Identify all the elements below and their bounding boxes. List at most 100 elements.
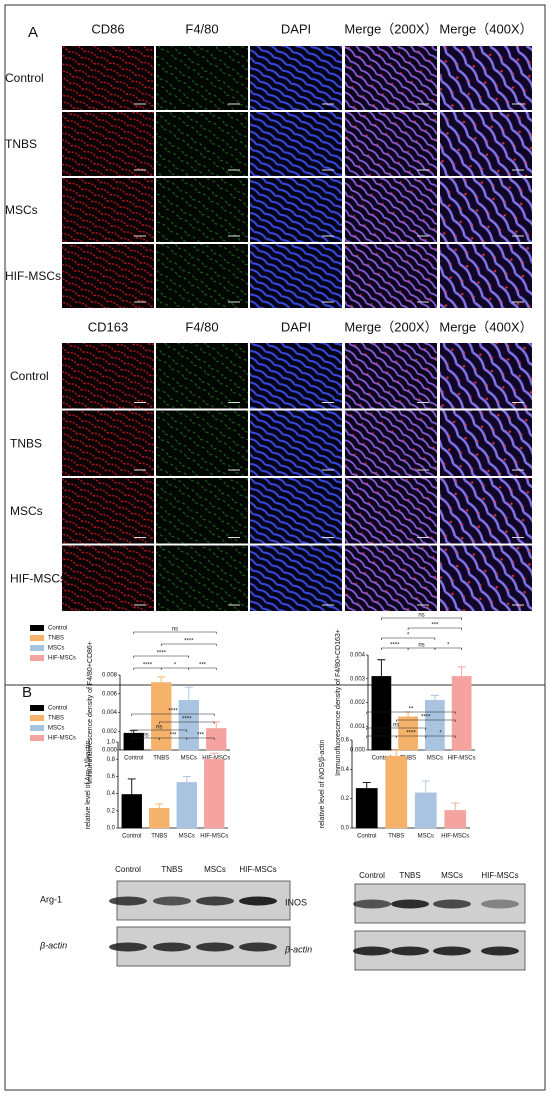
significance-label: * [407,633,410,639]
y-axis-label: relative level of iNOS/β-actin [319,740,326,829]
significance-label: ns [142,733,148,739]
micrograph [250,46,342,110]
micrograph [345,478,437,544]
y-tick-label: 0.002 [102,729,118,735]
bar [355,788,378,829]
y-tick-label: 0.6 [107,774,116,780]
y-tick-label: 0.4 [107,791,116,797]
significance-label: *** [169,733,177,739]
error-bar [392,749,401,757]
panel-label: B [22,684,32,701]
blot-band [109,942,147,952]
y-tick-label: 0.008 [102,673,118,679]
significance-bracket [395,719,456,722]
x-tick-label: MSCs [418,834,434,840]
micrograph [250,112,342,176]
y-tick-label: 0.006 [102,691,118,697]
micrograph [440,244,532,308]
significance-label: **** [157,651,167,657]
column-header: Merge（200X） [344,21,437,36]
bar [178,700,199,751]
x-tick-label: Control [372,756,391,762]
micrograph [440,410,532,476]
y-tick-label: 1.0 [107,740,116,746]
row-label: TNBS [5,137,37,151]
significance-label: **** [390,643,400,649]
significance-bracket [158,721,215,724]
blot-band [353,946,391,956]
row-label: MSCs [10,504,43,518]
micrograph [440,178,532,242]
error-bar [404,711,413,717]
y-tick-label: 0.000 [102,748,118,754]
y-axis-label: Immunofluorescence density of F4/80+CD86… [87,641,94,784]
y-tick-label: 0.001 [350,724,366,730]
micrograph [156,545,248,611]
x-tick-label: HIF-MSCs [448,756,476,762]
significance-label: **** [143,663,153,669]
legend-swatch [30,645,44,651]
micrograph [62,545,154,611]
legend-label: TNBS [48,716,64,722]
bar [176,782,197,829]
legend-swatch [30,715,44,721]
micrograph [62,178,154,242]
significance-label: ns [393,723,399,729]
panel-label: A [28,24,38,41]
significance-bracket [434,647,462,650]
y-tick-label: 0.4 [341,767,350,773]
micrograph [440,46,532,110]
legend-swatch [30,705,44,711]
error-bar [451,802,460,811]
micrograph [250,178,342,242]
legend-swatch [30,735,44,741]
error-bar [212,721,221,729]
row-label: MSCs [5,203,38,217]
significance-label: * [447,643,450,649]
significance-bracket [366,727,427,730]
bar [123,732,144,751]
blot-band [391,946,429,956]
micrograph [156,244,248,308]
legend-swatch [30,635,44,641]
significance-label: *** [431,623,439,629]
significance-label: ns [156,725,162,731]
x-tick-label: MSCs [181,756,197,762]
y-tick-label: 0.004 [350,653,366,659]
x-tick-label: HIF-MSCs [441,834,469,840]
y-axis-label: relative level of Arg-1/β-actin [85,741,92,830]
lane-label: Control [115,865,141,874]
row-label: Control [10,369,49,383]
content: CD86 F4/80 DAPI Merge（200X） Merge（400X）Contr… [5,21,533,971]
micrograph [345,244,437,308]
significance-bracket [188,667,217,670]
row-label: Control [5,71,44,85]
error-bar [127,778,136,795]
x-tick-label: MSCs [427,756,443,762]
significance-bracket [407,627,462,630]
y-tick-label: 0.2 [341,796,350,802]
lane-label: MSCs [441,871,463,880]
significance-label: *** [197,733,205,739]
y-tick-label: 0.6 [341,738,350,744]
blot-band [481,946,519,956]
error-bar [421,780,430,793]
significance-label: **** [406,731,416,737]
y-tick-label: 0.0 [107,826,116,832]
micrograph [62,112,154,176]
blot-band [153,942,191,952]
y-tick-label: 0.2 [107,808,116,814]
column-header: Merge（400X） [439,21,532,36]
error-bar [362,782,371,789]
blot-band [481,899,519,909]
micrograph [345,410,437,476]
x-tick-label: MSCs [179,834,195,840]
blot-band [391,899,429,909]
significance-label: * [174,663,177,669]
column-header: F4/80 [185,21,218,36]
micrograph [440,112,532,176]
error-bar [182,775,191,783]
x-tick-label: HIF-MSCs [202,756,230,762]
blot-band [239,896,277,906]
error-bar [210,752,219,760]
